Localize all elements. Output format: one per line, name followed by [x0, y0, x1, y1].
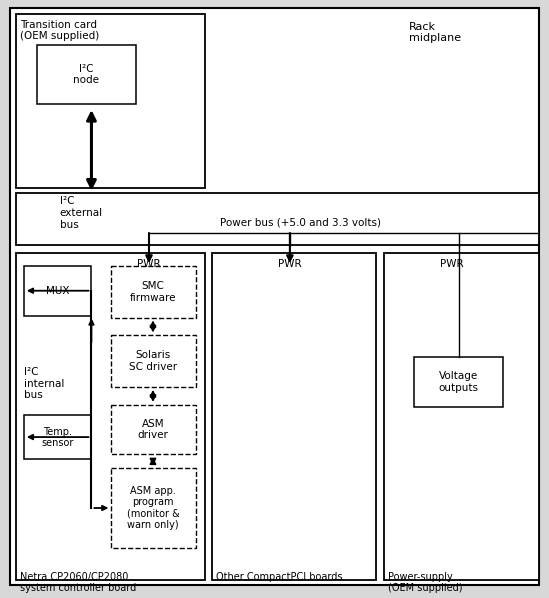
Bar — [111, 335, 195, 387]
Bar — [111, 266, 195, 318]
Bar — [414, 357, 503, 407]
Text: I²C
internal
bus: I²C internal bus — [24, 367, 64, 400]
Bar — [16, 194, 539, 245]
Bar — [111, 405, 195, 454]
Bar — [37, 45, 136, 104]
Text: Power-supply
(OEM supplied): Power-supply (OEM supplied) — [388, 572, 463, 593]
Bar — [24, 415, 92, 459]
Text: Netra CP2060/CP2080
system controller board: Netra CP2060/CP2080 system controller bo… — [20, 572, 136, 593]
Text: PWR: PWR — [137, 259, 161, 269]
Bar — [16, 253, 205, 581]
Text: Voltage
outputs: Voltage outputs — [439, 371, 479, 393]
Bar — [212, 253, 376, 581]
Text: PWR: PWR — [278, 259, 302, 269]
Text: I²C
external
bus: I²C external bus — [60, 197, 103, 230]
Text: Power bus (+5.0 and 3.3 volts): Power bus (+5.0 and 3.3 volts) — [221, 217, 382, 227]
Bar — [111, 468, 195, 548]
Text: MUX: MUX — [46, 286, 70, 296]
Bar — [384, 253, 539, 581]
Text: SMC
firmware: SMC firmware — [130, 281, 176, 303]
Text: Solaris
SC driver: Solaris SC driver — [129, 350, 177, 372]
Text: I²C
node: I²C node — [74, 63, 99, 86]
Text: PWR: PWR — [440, 259, 463, 269]
Text: ASM
driver: ASM driver — [137, 419, 169, 440]
Text: ASM app.
program
(monitor &
warn only): ASM app. program (monitor & warn only) — [127, 486, 180, 530]
Bar — [16, 14, 205, 188]
Bar — [24, 266, 92, 316]
Text: Temp.
sensor: Temp. sensor — [42, 427, 74, 448]
Text: Other CompactPCI boards: Other CompactPCI boards — [216, 572, 343, 581]
Text: Rack
midplane: Rack midplane — [409, 22, 461, 44]
Text: Transition card
(OEM supplied): Transition card (OEM supplied) — [20, 20, 99, 41]
